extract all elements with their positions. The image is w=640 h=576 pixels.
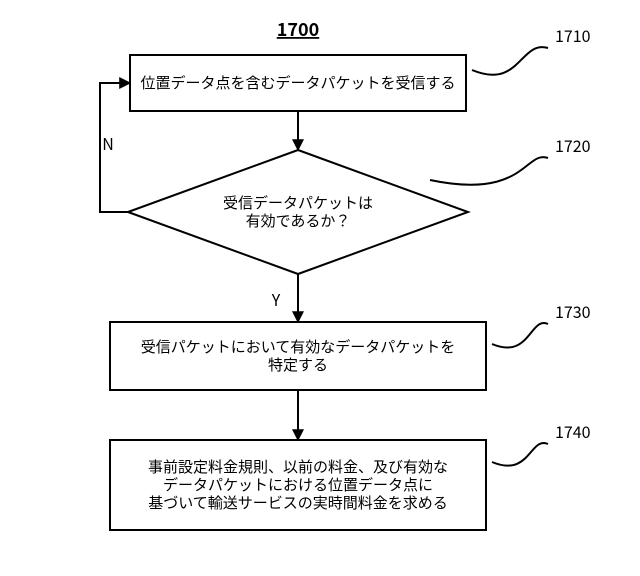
process-text: 特定する bbox=[268, 354, 328, 375]
ref-connector bbox=[492, 323, 548, 348]
ref-label: 1710 bbox=[555, 23, 591, 47]
flowchart: 1700位置データ点を含むデータパケットを受信する1710受信データパケットは有… bbox=[0, 0, 640, 576]
ref-label: 1730 bbox=[555, 299, 591, 323]
decision-text: 有効であるか？ bbox=[246, 210, 351, 231]
process-text: 基づいて輸送サービスの実時間料金を求める bbox=[148, 492, 448, 513]
ref-connector bbox=[430, 157, 548, 185]
edge-label: N bbox=[102, 131, 114, 155]
ref-label: 1720 bbox=[555, 133, 591, 157]
edge-label: Y bbox=[271, 287, 281, 311]
ref-connector bbox=[472, 47, 548, 75]
figure-number: 1700 bbox=[277, 16, 319, 42]
process-text: 位置データ点を含むデータパケットを受信する bbox=[140, 72, 455, 93]
ref-connector bbox=[492, 443, 548, 466]
ref-label: 1740 bbox=[555, 419, 591, 443]
